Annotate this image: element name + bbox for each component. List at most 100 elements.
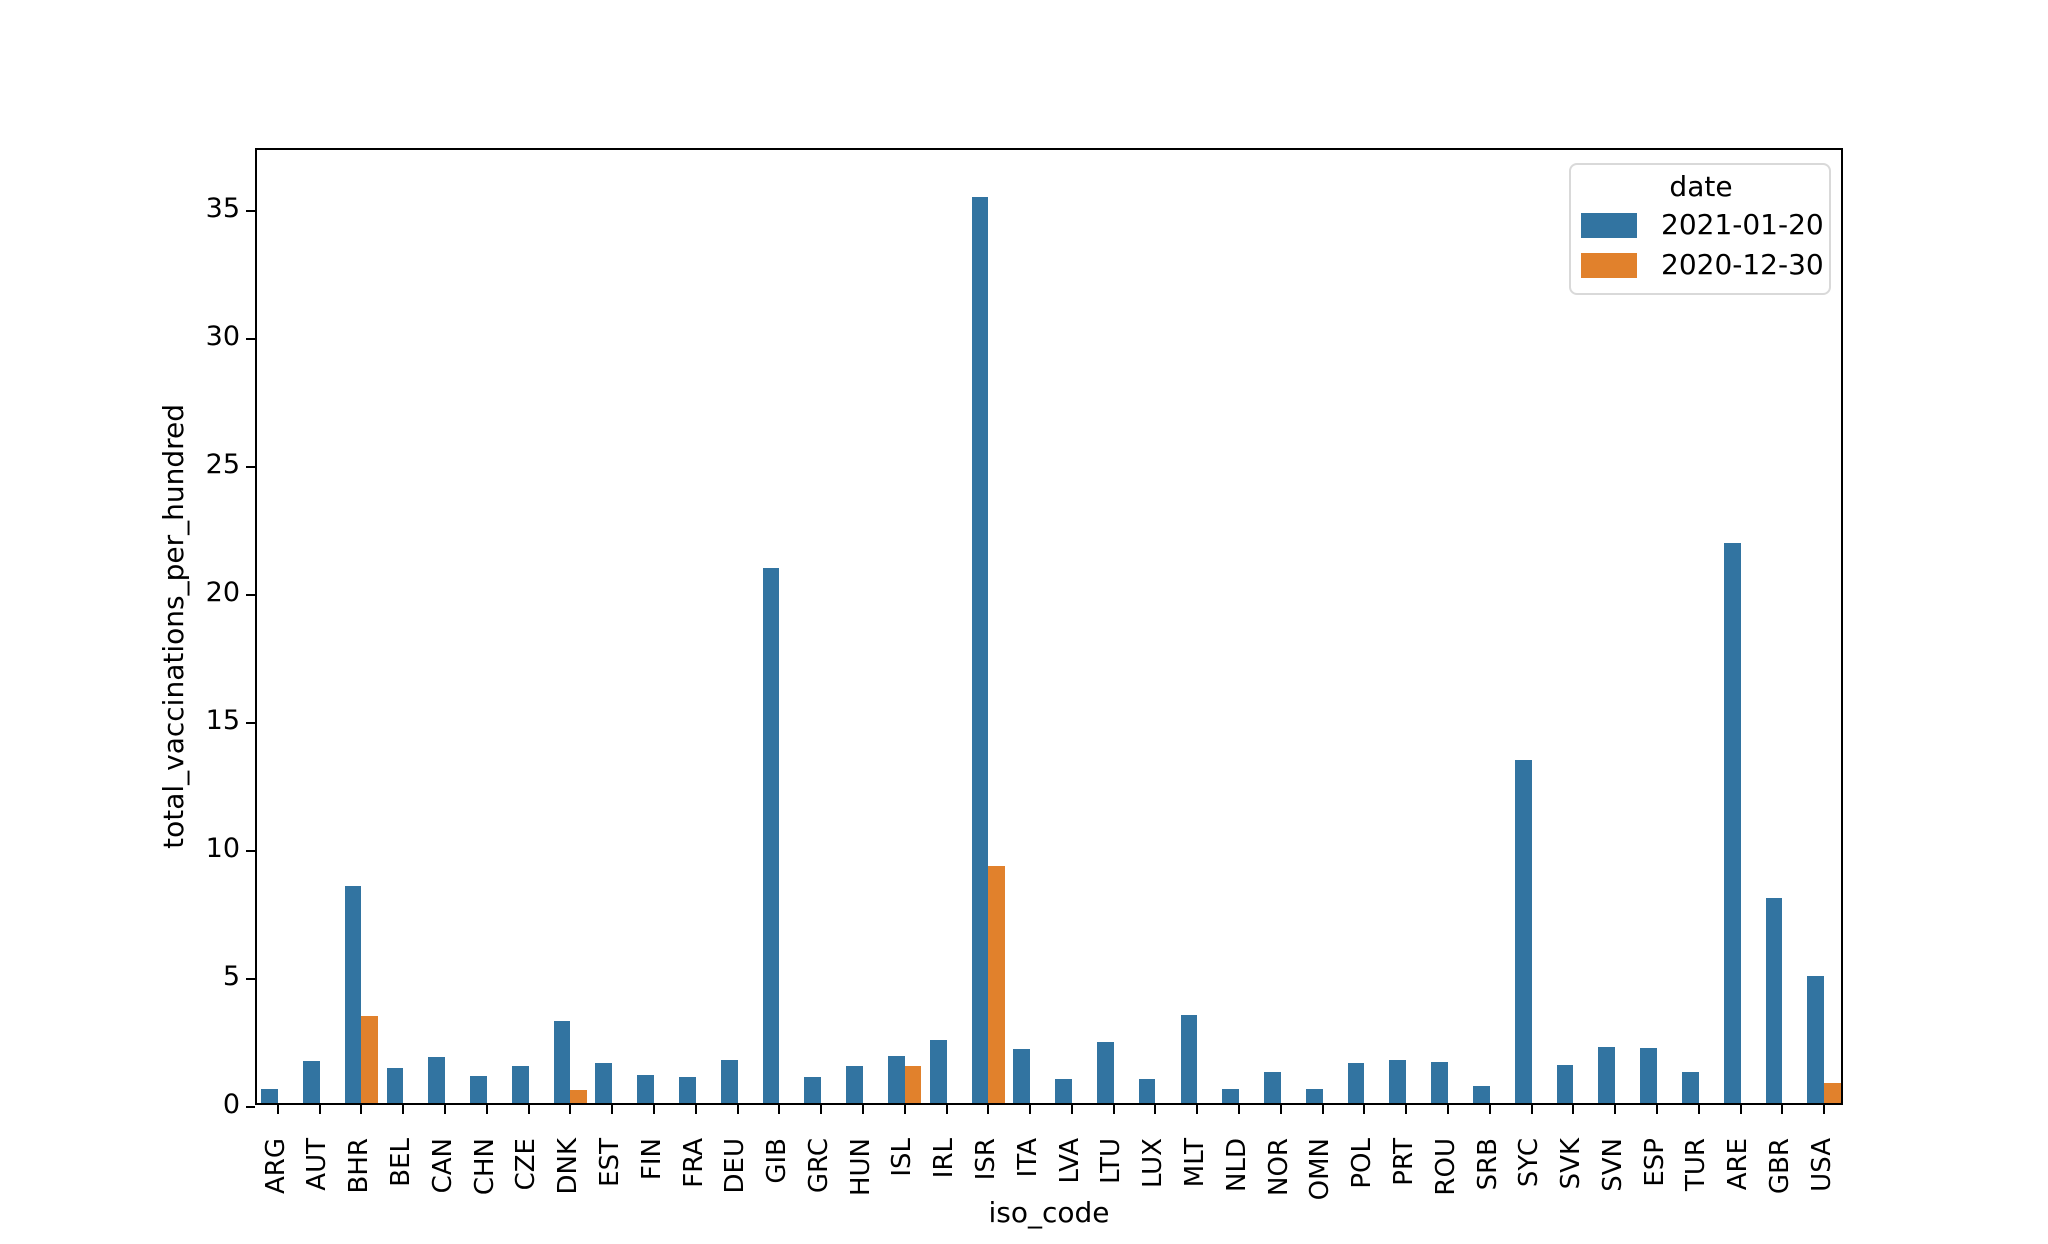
x-tick-ISR [987, 1105, 990, 1114]
bar-LUX-2021-01-20 [1138, 1078, 1156, 1103]
x-tick-label-GRC: GRC [803, 1138, 834, 1194]
x-tick-ARE [1739, 1105, 1742, 1114]
x-tick-BEL [402, 1105, 405, 1114]
y-tick-labels: 0 5 10 15 20 25 30 35 [0, 148, 240, 1120]
bar-GRC-2021-01-20 [804, 1077, 822, 1103]
x-axis-label: iso_code [988, 1196, 1110, 1229]
plot-area [246, 148, 1843, 1114]
bar-BHR-2020-12-30 [361, 1016, 379, 1103]
x-tick-GBR [1781, 1105, 1784, 1114]
y-tick-15 [246, 722, 255, 725]
bar-SVK-2021-01-20 [1556, 1064, 1574, 1103]
legend-entry-label: 2021-01-20 [1661, 208, 1824, 241]
x-tick-label-CAN: CAN [427, 1138, 458, 1194]
y-axis-label: total_vaccinations_per_hundred [156, 404, 190, 849]
bar-NLD-2021-01-20 [1222, 1088, 1240, 1103]
x-tick-label-CZE: CZE [511, 1138, 542, 1191]
x-tick-label-SRB: SRB [1472, 1138, 1503, 1191]
x-tick-label-ISL: ISL [887, 1138, 918, 1177]
bar-SVN-2021-01-20 [1598, 1046, 1616, 1103]
x-tick-HUN [861, 1105, 864, 1114]
y-tick-label-20: 20 [205, 577, 240, 609]
x-tick-FIN [653, 1105, 655, 1114]
x-tick-label-HUN: HUN [845, 1138, 876, 1197]
x-tick-SVN [1614, 1105, 1617, 1114]
bar-BHR-2021-01-20 [344, 885, 362, 1103]
bar-OMN-2021-01-20 [1305, 1088, 1323, 1103]
bar-ROU-2021-01-20 [1431, 1062, 1448, 1103]
bar-CZE-2021-01-20 [511, 1065, 529, 1103]
y-tick-label-25: 25 [205, 449, 240, 481]
x-tick-SYC [1530, 1105, 1533, 1114]
x-tick-CZE [527, 1105, 530, 1114]
legend-entry-2021-01-20: 2021-01-20 [1581, 205, 1824, 245]
x-tick-PRT [1405, 1105, 1408, 1114]
bar-BEL-2021-01-20 [386, 1068, 404, 1103]
bar-ARG-2021-01-20 [261, 1088, 278, 1103]
x-tick-USA [1823, 1105, 1826, 1114]
x-tick-label-SVK: SVK [1556, 1138, 1587, 1190]
legend-swatch-2020-12-30 [1581, 252, 1637, 278]
bar-ISR-2020-12-30 [988, 866, 1006, 1103]
bar-ESP-2021-01-20 [1640, 1048, 1657, 1103]
x-tick-ESP [1655, 1105, 1658, 1114]
bar-POL-2021-01-20 [1347, 1063, 1365, 1103]
x-tick-label-TUR: TUR [1681, 1138, 1712, 1191]
x-tick-TUR [1697, 1105, 1700, 1114]
x-tick-LTU [1112, 1105, 1115, 1114]
bar-FIN-2021-01-20 [637, 1074, 654, 1103]
bar-ISL-2021-01-20 [888, 1055, 905, 1103]
y-tick-label-35: 35 [205, 193, 240, 225]
legend-title: date [1669, 170, 1733, 203]
x-tick-label-IRL: IRL [929, 1138, 960, 1179]
bar-TUR-2021-01-20 [1682, 1072, 1699, 1103]
y-tick-label-30: 30 [205, 321, 240, 353]
x-tick-CHN [485, 1105, 488, 1114]
y-tick-0 [246, 1106, 255, 1108]
bar-PRT-2021-01-20 [1389, 1059, 1407, 1103]
bar-CHN-2021-01-20 [470, 1076, 487, 1103]
bar-LTU-2021-01-20 [1096, 1041, 1114, 1103]
bar-MLT-2021-01-20 [1180, 1014, 1198, 1103]
y-tick-label-5: 5 [222, 961, 240, 993]
x-tick-label-ESP: ESP [1639, 1138, 1670, 1187]
x-tick-label-OMN: OMN [1305, 1138, 1336, 1201]
bar-AUT-2021-01-20 [302, 1060, 320, 1103]
bar-ISR-2021-01-20 [971, 197, 989, 1103]
x-tick-ARG [276, 1105, 279, 1114]
x-tick-ROU [1447, 1105, 1449, 1114]
x-tick-label-FRA: FRA [678, 1138, 709, 1188]
x-tick-label-ARE: ARE [1723, 1138, 1754, 1191]
bar-IRL-2021-01-20 [929, 1040, 947, 1103]
x-tick-MLT [1196, 1105, 1199, 1114]
bar-GIB-2021-01-20 [762, 568, 780, 1103]
bar-ARE-2021-01-20 [1723, 542, 1741, 1103]
bar-ITA-2021-01-20 [1013, 1049, 1031, 1103]
x-tick-label-DEU: DEU [720, 1138, 751, 1194]
x-tick-DEU [736, 1105, 739, 1114]
legend-entry-2020-12-30: 2020-12-30 [1581, 245, 1824, 285]
x-tick-BHR [360, 1105, 363, 1114]
x-tick-label-GIB: GIB [762, 1138, 793, 1184]
x-tick-label-LVA: LVA [1054, 1138, 1085, 1184]
bar-LVA-2021-01-20 [1055, 1078, 1072, 1103]
x-tick-label-BHR: BHR [344, 1138, 375, 1194]
y-axis-label-box: total_vaccinations_per_hundred [150, 148, 196, 1105]
y-tick-25 [246, 466, 255, 469]
y-tick-30 [246, 338, 255, 341]
x-tick-OMN [1321, 1105, 1324, 1114]
x-tick-AUT [318, 1105, 321, 1114]
x-tick-label-ISR: ISR [971, 1138, 1002, 1181]
x-tick-label-PRT: PRT [1388, 1138, 1419, 1186]
y-tick-label-15: 15 [205, 705, 240, 737]
x-tick-CAN [444, 1105, 447, 1114]
x-tick-label-ITA: ITA [1012, 1138, 1043, 1178]
bar-DNK-2020-12-30 [570, 1090, 588, 1103]
y-tick-5 [246, 978, 255, 981]
x-tick-label-ARG: ARG [260, 1138, 291, 1194]
y-tick-35 [246, 210, 255, 213]
x-tick-label-MLT: MLT [1180, 1138, 1210, 1188]
bar-USA-2021-01-20 [1807, 976, 1825, 1103]
x-tick-label-SVN: SVN [1597, 1138, 1628, 1192]
bar-SRB-2021-01-20 [1473, 1086, 1490, 1103]
